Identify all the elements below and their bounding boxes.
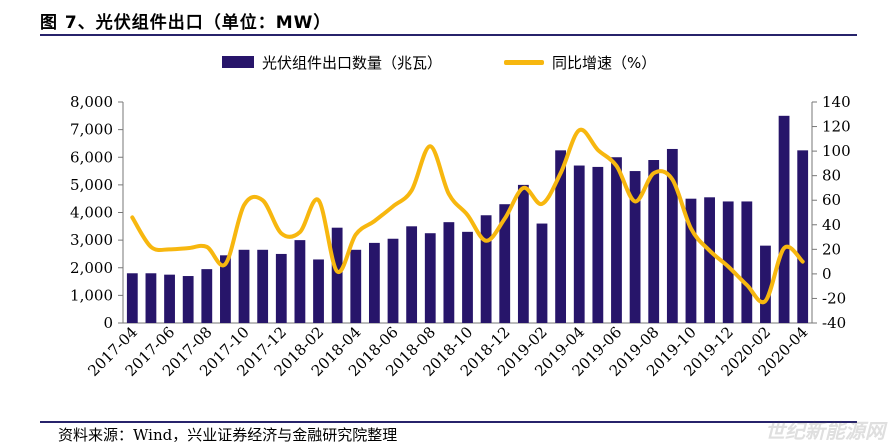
legend-line-swatch: [504, 59, 545, 65]
bar-export-2018-03: [331, 227, 343, 323]
bar-export-2017-12: [275, 253, 287, 323]
legend-bar-label: 光伏组件出口数量（兆瓦）: [262, 53, 443, 72]
y-left-tick-label: 4,000: [70, 204, 113, 222]
bar-export-2019-03: [555, 150, 567, 323]
bar-export-2020-03: [778, 115, 790, 323]
bar-export-2019-05: [592, 166, 604, 323]
y-left-tick-label: 6,000: [70, 148, 113, 166]
top-rule: [40, 34, 857, 36]
y-left-tick-label: 7,000: [70, 121, 113, 139]
bar-export-2018-01: [294, 240, 306, 323]
bar-export-2019-01: [517, 184, 529, 323]
bar-export-2017-08: [201, 269, 213, 323]
bar-export-2017-07: [182, 276, 194, 323]
bottom-rule: [40, 421, 857, 423]
page-title: 图 7、光伏组件出口（单位：MW）: [40, 13, 332, 33]
y-right-tick-label: -40: [822, 314, 846, 332]
bar-export-2017-04: [126, 273, 138, 323]
y-right-tick-label: -20: [822, 289, 846, 307]
y-left-tick-label: 0: [103, 314, 113, 332]
bar-export-2018-07: [406, 226, 418, 323]
chart-legend: 光伏组件出口数量（兆瓦） 同比增速（%）: [222, 50, 656, 74]
bar-export-2019-10: [685, 198, 697, 323]
y-left-tick-label: 3,000: [70, 231, 113, 249]
bar-export-2020-01: [741, 201, 753, 323]
y-right-tick-label: 120: [822, 118, 851, 136]
y-left-tick-label: 2,000: [70, 259, 113, 277]
line-yoy-growth: [130, 127, 805, 305]
bar-export-2019-04: [573, 165, 585, 323]
bar-export-2017-09: [220, 255, 231, 323]
y-right-tick-label: 100: [822, 142, 851, 160]
bar-export-2019-07: [629, 171, 641, 323]
bar-export-2020-04: [797, 150, 809, 323]
bar-export-2017-11: [257, 249, 269, 323]
y-right-tick-label: 60: [822, 191, 841, 209]
bar-export-2017-05: [145, 273, 157, 323]
bar-export-2018-12: [499, 204, 511, 323]
source-note: 资料来源：Wind，兴业证券经济与金融研究院整理: [58, 426, 398, 444]
bar-export-2019-06: [611, 157, 622, 323]
legend-bar-swatch: [222, 56, 254, 68]
bar-export-2019-02: [536, 223, 548, 323]
watermark-logo: 世纪新能源网: [765, 419, 885, 443]
bar-export-2020-02: [760, 245, 771, 323]
y-right-tick-label: 0: [822, 265, 832, 283]
bar-export-2018-05: [368, 242, 380, 323]
legend-line-label: 同比增速（%）: [552, 53, 657, 72]
bar-export-2018-10: [462, 231, 473, 323]
bar-export-2019-08: [648, 160, 660, 323]
y-right-tick-label: 80: [822, 167, 841, 185]
y-right-tick-label: 40: [822, 216, 841, 234]
bar-export-2018-02: [313, 259, 324, 323]
bar-export-2018-09: [443, 222, 455, 323]
bar-export-2018-06: [387, 238, 399, 323]
bar-export-2017-06: [164, 274, 175, 323]
y-left-tick-label: 5,000: [70, 176, 113, 194]
bar-export-2017-10: [238, 249, 250, 323]
y-right-tick-label: 140: [822, 93, 851, 111]
y-right-tick-label: 20: [822, 240, 841, 258]
bar-export-2019-11: [704, 197, 715, 323]
bar-export-2018-08: [424, 233, 436, 323]
bar-export-2019-09: [666, 148, 678, 323]
bar-export-2018-11: [480, 215, 492, 323]
y-left-tick-label: 8,000: [70, 93, 113, 111]
bar-export-2019-12: [722, 201, 734, 323]
bar-export-2018-04: [350, 249, 362, 323]
y-left-tick-label: 1,000: [70, 286, 113, 304]
